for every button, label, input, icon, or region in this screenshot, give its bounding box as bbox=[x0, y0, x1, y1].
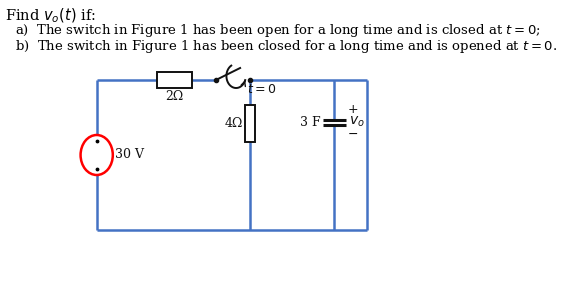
Text: $t = 0$: $t = 0$ bbox=[247, 83, 276, 96]
Text: 2Ω: 2Ω bbox=[165, 90, 184, 103]
Bar bbox=[245, 105, 255, 142]
Text: b)  The switch in Figure 1 has been closed for a long time and is opened at $t =: b) The switch in Figure 1 has been close… bbox=[14, 38, 557, 55]
Text: −: − bbox=[347, 128, 358, 141]
Text: +: + bbox=[347, 103, 358, 116]
Bar bbox=[157, 72, 192, 88]
Text: $v_o$: $v_o$ bbox=[349, 115, 364, 129]
Text: 4Ω: 4Ω bbox=[224, 117, 243, 130]
Text: Find $v_o(t)$ if:: Find $v_o(t)$ if: bbox=[5, 7, 96, 26]
Circle shape bbox=[80, 135, 113, 175]
Text: a)  The switch in Figure 1 has been open for a long time and is closed at $t = 0: a) The switch in Figure 1 has been open … bbox=[14, 22, 540, 39]
Text: 3 F: 3 F bbox=[300, 115, 321, 128]
Text: 30 V: 30 V bbox=[115, 148, 144, 162]
